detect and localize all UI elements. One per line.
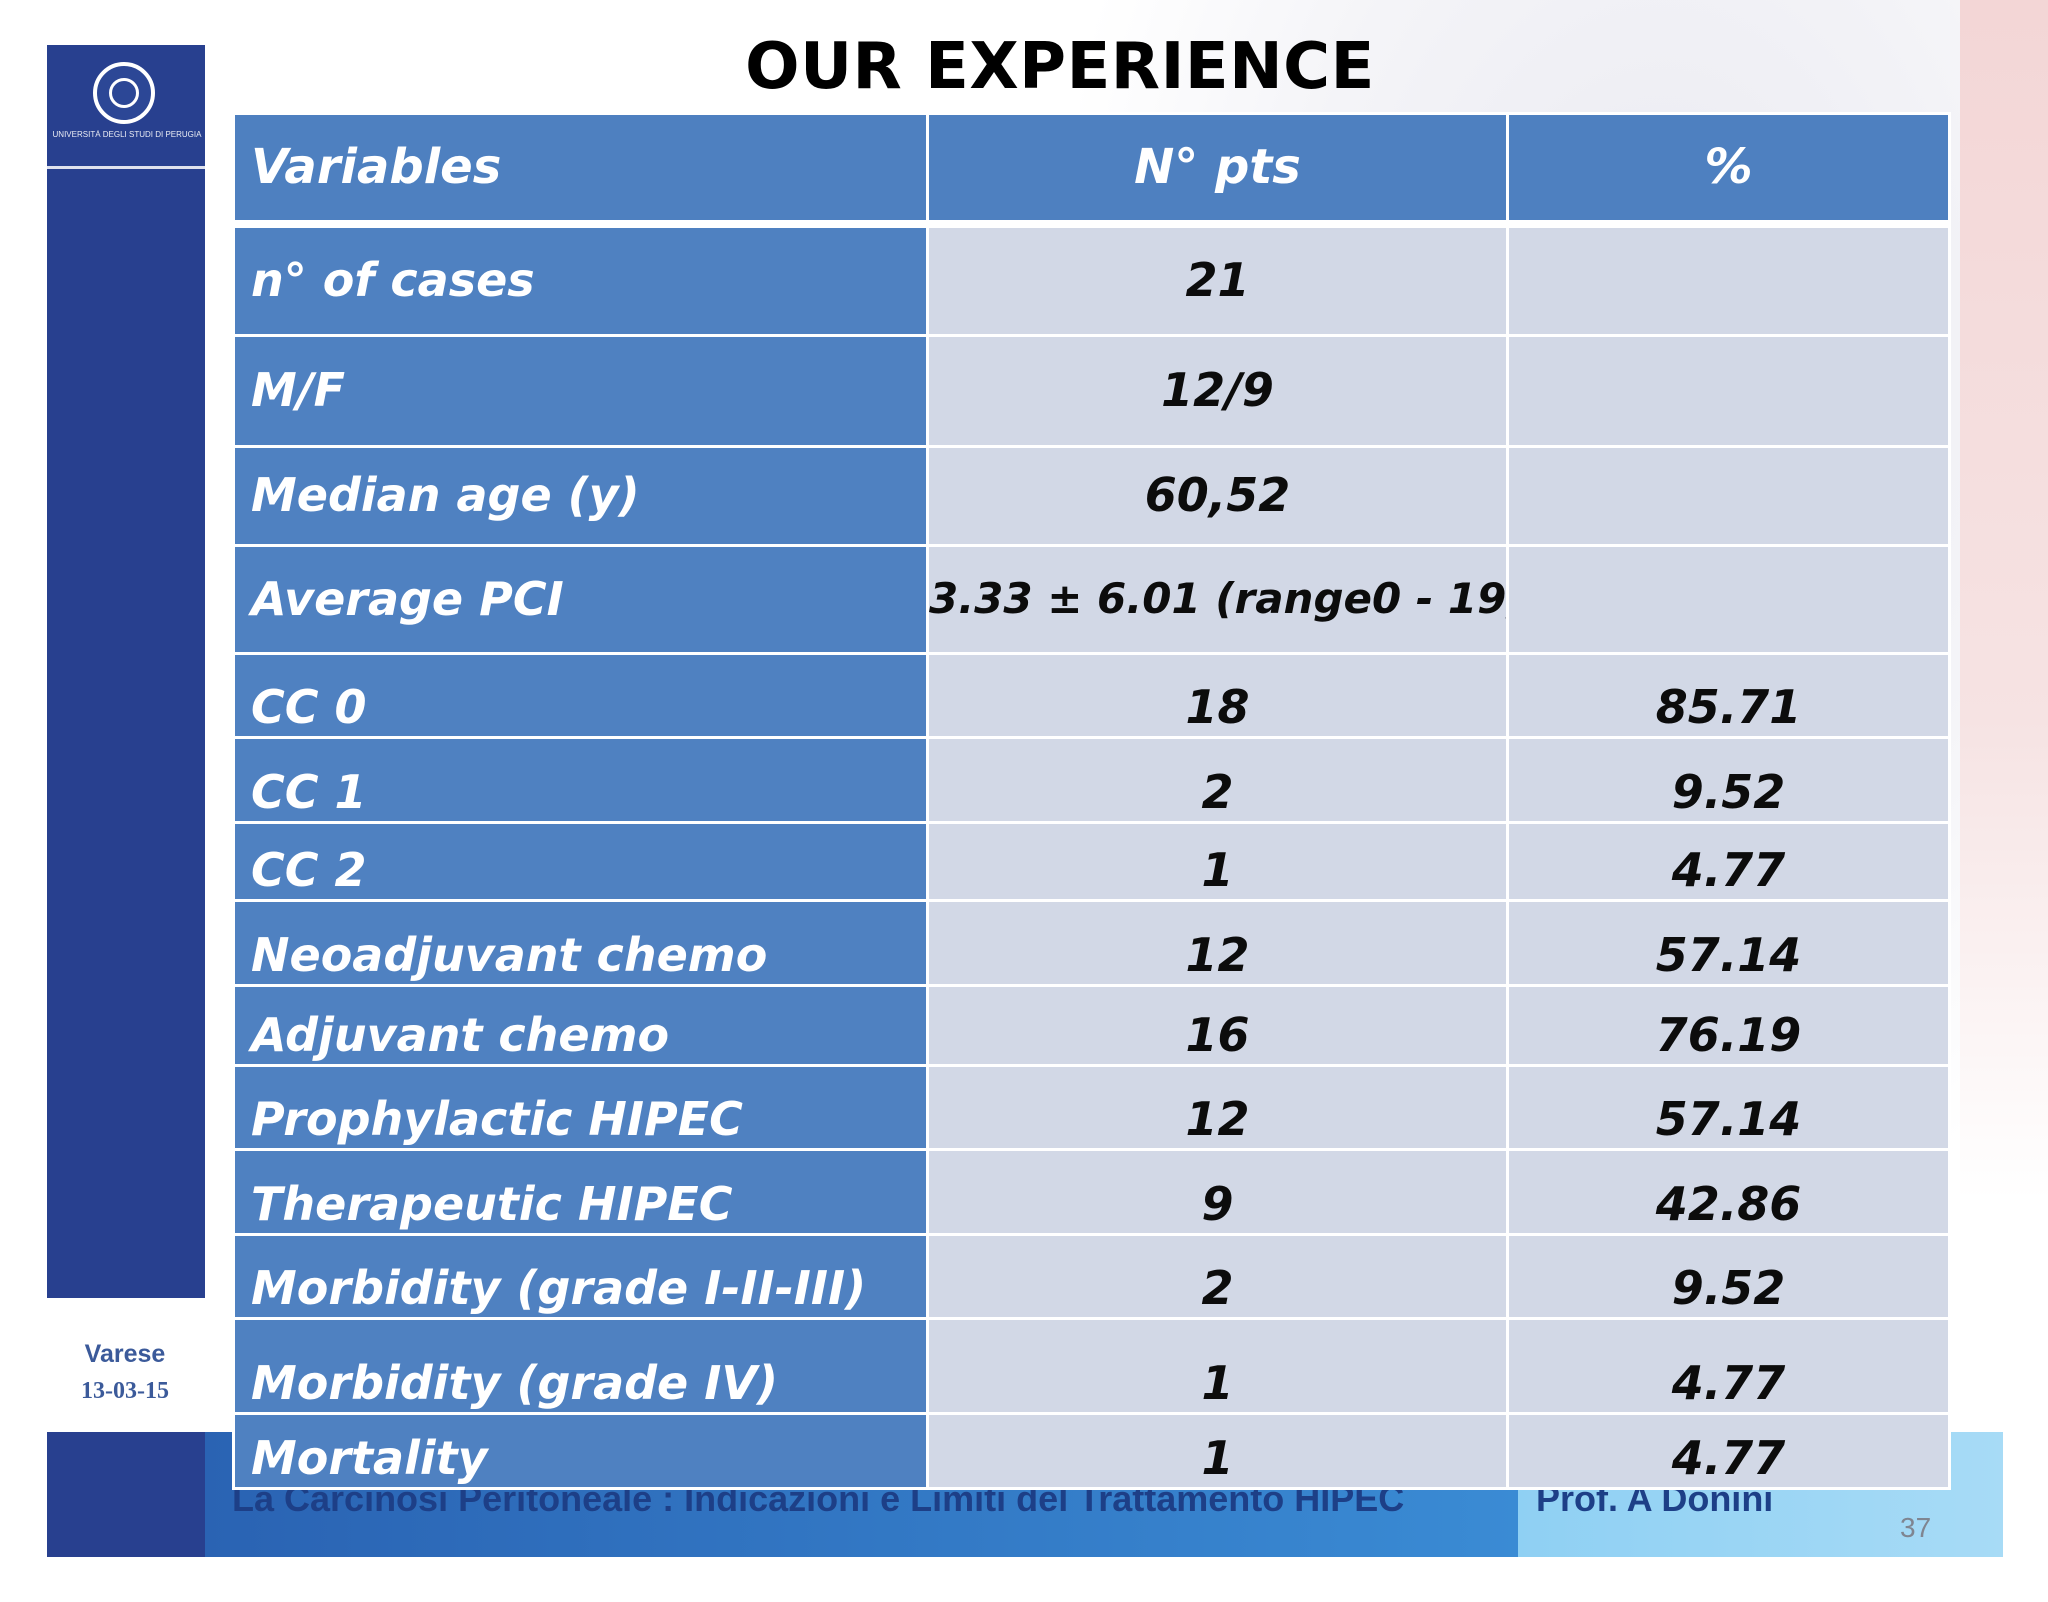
row-pct: 4.77 — [1506, 1412, 1951, 1490]
row-variable: Neoadjuvant chemo — [232, 899, 929, 987]
row-pts: 9 — [926, 1148, 1509, 1236]
table-row: Morbidity (grade IV) 1 4.77 — [232, 1317, 1951, 1415]
table-row: Morbidity (grade I-II-III) 2 9.52 — [232, 1233, 1951, 1320]
background-red-crest — [1960, 0, 2048, 1200]
table-row: n° of cases 21 — [232, 222, 1951, 337]
university-logo-icon — [93, 62, 155, 124]
row-variable: Average PCI — [232, 544, 929, 655]
row-pts: 21 — [926, 222, 1509, 337]
row-pct: 76.19 — [1506, 984, 1951, 1067]
row-variable: Prophylactic HIPEC — [232, 1064, 929, 1151]
row-pts: 18 — [926, 652, 1509, 739]
table-row: Average PCI 3.33 ± 6.01 (range0 - 19) — [232, 544, 1951, 655]
row-pct: 4.77 — [1506, 1317, 1951, 1415]
table-row: CC 1 2 9.52 — [232, 736, 1951, 824]
row-pct — [1506, 222, 1951, 337]
table-row: CC 0 18 85.71 — [232, 652, 1951, 739]
page-number: 37 — [1900, 1512, 1932, 1543]
header-n-pts: N° pts — [926, 112, 1509, 228]
row-pct — [1506, 445, 1951, 547]
row-pct: 9.52 — [1506, 1233, 1951, 1320]
table-header-row: Variables N° pts % — [232, 112, 1951, 228]
row-variable: Morbidity (grade I-II-III) — [232, 1233, 929, 1320]
header-percent: % — [1506, 112, 1951, 228]
row-variable: CC 0 — [232, 652, 929, 739]
row-variable: Therapeutic HIPEC — [232, 1148, 929, 1236]
row-pct: 57.14 — [1506, 1064, 1951, 1151]
table-row: Therapeutic HIPEC 9 42.86 — [232, 1148, 1951, 1236]
row-pct: 4.77 — [1506, 821, 1951, 902]
event-place: Varese — [84, 1340, 166, 1368]
row-pts: 60,52 — [926, 445, 1509, 547]
row-pts: 2 — [926, 1233, 1509, 1320]
table-row: CC 2 1 4.77 — [232, 821, 1951, 902]
row-pct: 9.52 — [1506, 736, 1951, 824]
table-row: Median age (y) 60,52 — [232, 445, 1951, 547]
row-pct: 85.71 — [1506, 652, 1951, 739]
event-date: 13-03-15 — [81, 1378, 169, 1404]
table-row: Adjuvant chemo 16 76.19 — [232, 984, 1951, 1067]
row-pts: 1 — [926, 1412, 1509, 1490]
row-pts: 1 — [926, 1317, 1509, 1415]
row-variable: Median age (y) — [232, 445, 929, 547]
row-variable: n° of cases — [232, 222, 929, 337]
row-variable: Morbidity (grade IV) — [232, 1317, 929, 1415]
row-variable: CC 1 — [232, 736, 929, 824]
experience-table: Variables N° pts % n° of cases 21 M/F 12… — [232, 112, 1951, 1490]
table-row: M/F 12/9 — [232, 334, 1951, 448]
slide-title: OUR EXPERIENCE — [745, 30, 1375, 104]
row-variable: Adjuvant chemo — [232, 984, 929, 1067]
row-pct: 57.14 — [1506, 899, 1951, 987]
row-pts: 12/9 — [926, 334, 1509, 448]
header-variables: Variables — [232, 112, 929, 228]
university-logo-text: UNIVERSITÀ DEGLI STUDI DI PERUGIA — [52, 130, 202, 139]
row-pts: 12 — [926, 1064, 1509, 1151]
row-pct — [1506, 334, 1951, 448]
row-variable: CC 2 — [232, 821, 929, 902]
row-pts: 16 — [926, 984, 1509, 1067]
university-sidebar — [47, 45, 205, 1298]
logo-divider — [47, 166, 205, 169]
row-pts: 3.33 ± 6.01 (range0 - 19) — [926, 544, 1509, 655]
row-pts: 12 — [926, 899, 1509, 987]
table-row: Neoadjuvant chemo 12 57.14 — [232, 899, 1951, 987]
row-variable: Mortality — [232, 1412, 929, 1490]
row-pct — [1506, 544, 1951, 655]
table-row: Mortality 1 4.77 — [232, 1412, 1951, 1490]
row-pts: 1 — [926, 821, 1509, 902]
row-pct: 42.86 — [1506, 1148, 1951, 1236]
table-row: Prophylactic HIPEC 12 57.14 — [232, 1064, 1951, 1151]
row-pts: 2 — [926, 736, 1509, 824]
footer-left-block — [47, 1432, 205, 1557]
row-variable: M/F — [232, 334, 929, 448]
